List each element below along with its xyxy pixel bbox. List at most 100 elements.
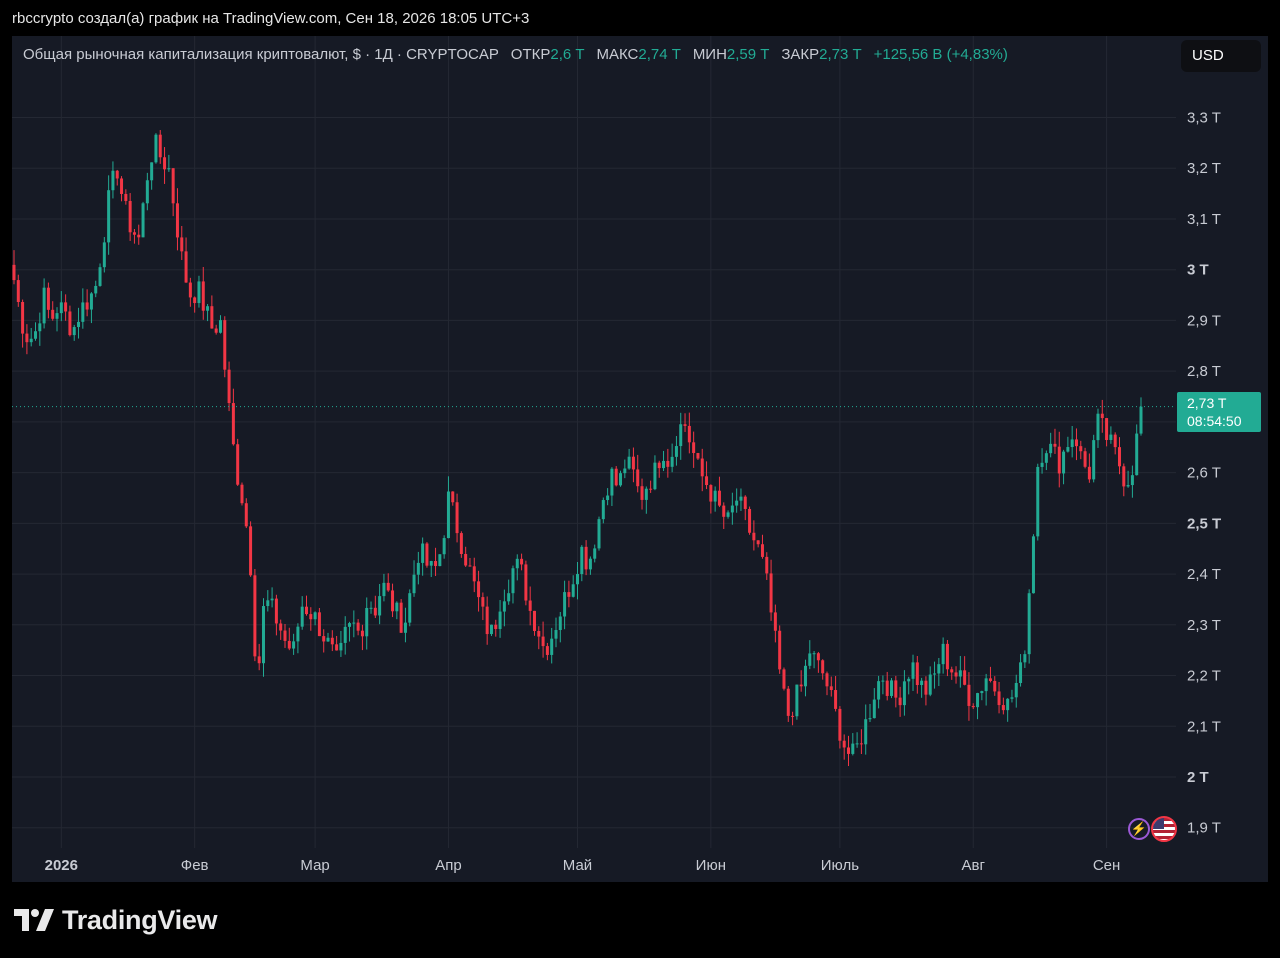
candle-body xyxy=(1079,446,1083,452)
candle-body xyxy=(748,508,752,533)
candle-body xyxy=(296,626,300,642)
candle-body xyxy=(1122,466,1126,487)
candle-body xyxy=(399,602,403,633)
candle-body xyxy=(1023,654,1027,663)
candle-body xyxy=(937,664,941,674)
candle-body xyxy=(769,573,773,613)
candle-body xyxy=(1139,406,1143,434)
currency-button[interactable]: USD xyxy=(1181,40,1261,72)
legend-title: Общая рыночная капитализация криптовалют… xyxy=(23,46,499,63)
candle-body xyxy=(171,168,175,204)
candle-body xyxy=(1044,453,1048,463)
y-tick-label: 3,1 T xyxy=(1187,211,1221,228)
candle-body xyxy=(1100,413,1104,419)
candle-body xyxy=(477,581,481,598)
candle-body xyxy=(64,302,68,312)
candle-body xyxy=(85,302,89,310)
candle-body xyxy=(532,610,536,631)
y-tick-label: 2 T xyxy=(1187,769,1209,786)
candle-body xyxy=(145,180,149,204)
candle-body xyxy=(954,672,958,677)
candle-body xyxy=(317,612,321,637)
legend-low-label: МИН xyxy=(692,46,727,63)
candle-body xyxy=(1117,447,1121,467)
candle-body xyxy=(756,540,760,545)
candle-body xyxy=(206,306,210,311)
candle-body xyxy=(1092,440,1096,480)
candle-body xyxy=(597,519,601,549)
tradingview-brand[interactable]: TradingView xyxy=(14,903,218,937)
candle-body xyxy=(984,678,988,692)
candle-body xyxy=(498,611,502,629)
candle-body xyxy=(34,331,38,339)
candle-body xyxy=(326,637,330,642)
candle-body xyxy=(765,556,769,574)
candle-body xyxy=(859,743,863,745)
candle-body xyxy=(459,533,463,554)
candle-body xyxy=(1105,418,1109,441)
candle-body xyxy=(511,568,515,594)
candle-body xyxy=(528,600,532,611)
candle-body xyxy=(786,688,790,716)
candle-body xyxy=(687,425,691,443)
candle-body xyxy=(601,500,605,520)
candle-body xyxy=(1027,593,1031,655)
legend-open-value: 2,6 T xyxy=(550,46,585,63)
candle-body xyxy=(997,691,1001,706)
candle-body xyxy=(343,626,347,643)
y-tick-label: 2,2 T xyxy=(1187,668,1221,685)
candle-body xyxy=(924,680,928,695)
x-tick-label: Сен xyxy=(1093,857,1120,874)
candle-body xyxy=(42,287,46,324)
y-tick-label: 1,9 T xyxy=(1187,820,1221,837)
candle-body xyxy=(335,644,339,651)
candle-body xyxy=(339,642,343,651)
candle-body xyxy=(649,488,653,490)
x-tick-label: Май xyxy=(563,857,592,874)
candle-body xyxy=(980,691,984,694)
candle-body xyxy=(988,678,992,681)
x-tick-label: Апр xyxy=(435,857,461,874)
candle-body xyxy=(1126,485,1130,487)
candle-body xyxy=(976,693,980,708)
candle-body xyxy=(696,453,700,459)
candle-body xyxy=(928,674,932,695)
candle-body xyxy=(188,282,192,298)
candle-body xyxy=(287,640,291,649)
candle-body xyxy=(1036,466,1040,537)
candle-body xyxy=(571,584,575,597)
candle-body xyxy=(442,538,446,555)
candle-body xyxy=(77,321,81,328)
bolt-icon[interactable]: ⚡ xyxy=(1128,818,1150,840)
candle-body xyxy=(231,403,235,445)
candle-body xyxy=(795,684,799,717)
candle-body xyxy=(68,311,72,336)
candle-body xyxy=(201,281,205,311)
candle-body xyxy=(279,623,283,631)
candle-body xyxy=(735,500,739,506)
candle-body xyxy=(446,491,450,539)
y-tick-label: 2,4 T xyxy=(1187,566,1221,583)
candle-body xyxy=(94,285,98,294)
candle-body xyxy=(111,170,115,191)
candle-body xyxy=(851,743,855,754)
candle-body xyxy=(395,602,399,612)
candle-body xyxy=(829,686,833,691)
candle-body xyxy=(683,424,687,426)
candle-body xyxy=(1096,413,1100,441)
candle-body xyxy=(438,554,442,567)
candle-body xyxy=(416,562,420,575)
candle-body xyxy=(933,673,937,675)
candle-body xyxy=(709,485,713,502)
us-flag-icon[interactable] xyxy=(1151,816,1177,842)
candle-body xyxy=(881,680,885,682)
candle-body xyxy=(524,564,528,601)
candle-body xyxy=(365,607,369,637)
candle-body xyxy=(163,157,167,170)
candle-body xyxy=(717,490,721,506)
candle-body xyxy=(799,684,803,687)
chart-legend: Общая рыночная капитализация криптовалют… xyxy=(23,46,1008,63)
candle-body xyxy=(369,607,373,609)
candle-body xyxy=(1074,439,1078,447)
